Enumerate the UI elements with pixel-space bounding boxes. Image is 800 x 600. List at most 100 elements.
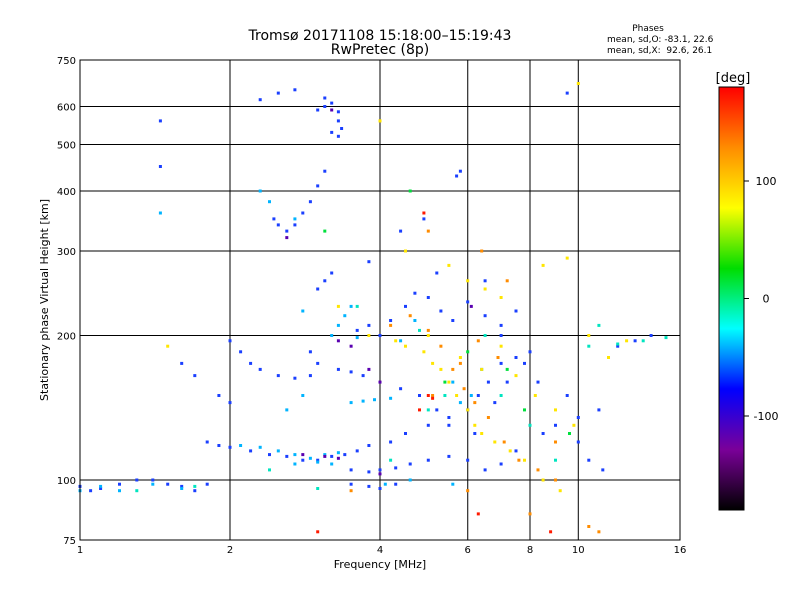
scatter-point [336, 367, 340, 371]
scatter-point [336, 304, 340, 308]
scatter-point [408, 462, 412, 466]
y-tick-label: 300 [57, 247, 76, 258]
scatter-point [330, 334, 334, 337]
scatter-point [480, 367, 484, 371]
y-tick-label: 600 [57, 103, 76, 114]
scatter-point [378, 472, 382, 476]
scatter-point [625, 339, 629, 343]
scatter-point [349, 370, 353, 374]
scatter-point [151, 478, 155, 482]
colorbar-tick-label: 0 [763, 293, 770, 306]
scatter-point [505, 380, 509, 384]
x-tick-label: 1 [77, 545, 83, 556]
scatter-point [205, 482, 209, 486]
scatter-point [336, 451, 340, 455]
scatter-point [316, 287, 320, 291]
scatter-point [505, 367, 509, 371]
scatter-point [447, 454, 451, 458]
scatter-point [394, 482, 398, 486]
scatter-point [158, 119, 162, 123]
scatter-point [258, 445, 262, 449]
scatter-point [404, 249, 407, 253]
scatter-point [355, 449, 359, 453]
scatter-point [330, 271, 334, 275]
scatter-point [308, 350, 312, 354]
scatter-point [483, 314, 487, 318]
y-axis-label: Stationary phase Virtual Height [km] [38, 199, 51, 401]
scatter-point [451, 380, 455, 384]
scatter-point [258, 367, 262, 371]
scatter-point [483, 279, 487, 283]
scatter-point [355, 304, 359, 308]
scatter-point [308, 374, 312, 378]
scatter-point [268, 468, 271, 472]
scatter-point [533, 394, 537, 397]
scatter-point [458, 356, 462, 359]
scatter-point [373, 398, 376, 402]
scatter-point [496, 356, 500, 359]
scatter-point [399, 229, 403, 233]
scatter-point [228, 339, 232, 343]
scatter-point [480, 432, 484, 435]
scatter-point [118, 482, 121, 486]
scatter-point [135, 478, 139, 482]
scatter-point [426, 296, 430, 299]
scatter-point [439, 344, 443, 348]
scatter-point [323, 453, 327, 457]
x-tick-label: 10 [572, 545, 585, 556]
scatter-point [355, 336, 359, 340]
scatter-point [476, 512, 480, 516]
scatter-point [367, 484, 371, 488]
scatter-point [285, 236, 289, 240]
scatter-point [276, 449, 280, 453]
scatter-point [435, 271, 439, 275]
scatter-point [558, 489, 562, 493]
chart-title-line1: Tromsø 20171108 15:18:00–15:19:43 [248, 28, 512, 44]
scatter-point [633, 339, 637, 343]
scatter-point [394, 339, 398, 343]
scatter-point [565, 256, 569, 260]
scatter-point [151, 482, 155, 486]
scatter-point [549, 530, 553, 534]
scatter-point [466, 350, 470, 354]
colorbar-label: [deg] [716, 71, 751, 86]
scatter-point [480, 249, 484, 253]
x-tick-label: 8 [527, 545, 533, 556]
scatter-point [431, 361, 435, 365]
scatter-point [541, 478, 545, 482]
scatter-point [466, 300, 470, 304]
scatter-point [361, 399, 365, 403]
scatter-point [180, 487, 184, 490]
scatter-point [455, 174, 459, 178]
scatter-point [505, 279, 509, 283]
scatter-point [426, 328, 430, 332]
scatter-point [576, 440, 580, 444]
scatter-point [316, 530, 320, 534]
scatter-point [473, 432, 477, 435]
scatter-point [336, 339, 340, 343]
scatter-point [217, 444, 221, 447]
scatter-point [285, 454, 289, 458]
scatter-point [158, 211, 162, 215]
scatter-point [193, 374, 197, 378]
scatter-point [276, 91, 280, 95]
scatter-point [239, 444, 243, 447]
scatter-point [330, 101, 334, 105]
scatter-point [205, 440, 209, 444]
scatter-point [367, 323, 371, 327]
colorbar [718, 86, 745, 511]
scatter-point [343, 453, 347, 457]
scatter-point [349, 489, 353, 493]
scatter-point [166, 482, 170, 486]
scatter-point [565, 91, 569, 95]
scatter-point [378, 468, 382, 472]
scatter-point [228, 401, 232, 405]
scatter-point [502, 440, 506, 444]
scatter-point [349, 468, 353, 472]
colorbar-tick-label: 100 [756, 175, 777, 188]
scatter-point [607, 356, 610, 359]
scatter-point [389, 319, 393, 322]
scatter-point [349, 304, 353, 308]
scatter-point [180, 484, 184, 488]
